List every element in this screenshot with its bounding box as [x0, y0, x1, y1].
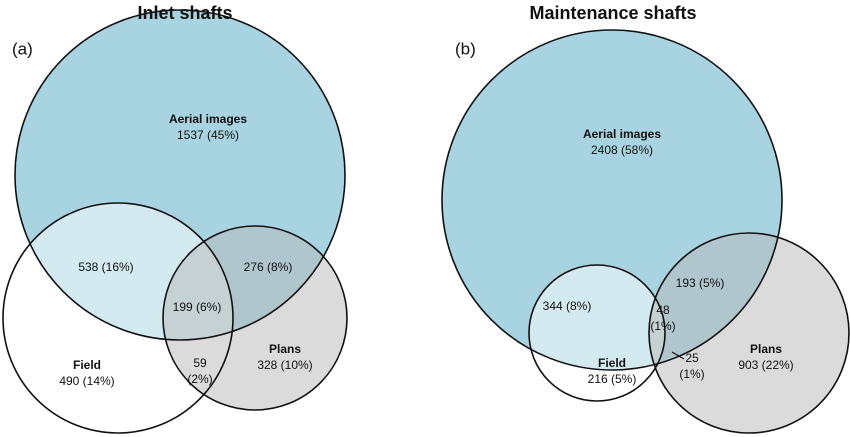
region-count: 538 (16%): [78, 260, 133, 274]
set-name: Plans: [750, 342, 782, 356]
set-name: Aerial images: [583, 127, 661, 141]
set-name: Aerial images: [169, 112, 247, 126]
region-count: 199 (6%): [173, 300, 222, 314]
panel-title: Maintenance shafts: [529, 3, 696, 23]
region-count: 193 (5%): [676, 276, 725, 290]
field-circle: [529, 265, 665, 401]
aerial-outline: [14, 9, 346, 341]
aerial-outline: [441, 29, 783, 371]
region-count: 25: [685, 351, 699, 365]
panel-title: Inlet shafts: [137, 3, 232, 23]
region-count: 328 (10%): [257, 358, 312, 372]
plans-circle: [163, 226, 347, 410]
field-outline: [528, 264, 666, 402]
panel-b-shapes: [441, 29, 850, 434]
region-count: (1%): [650, 319, 675, 333]
panel-a-shapes: [2, 9, 348, 434]
plans-outline: [648, 232, 850, 434]
region-count: 48: [656, 303, 670, 317]
set-name: Field: [73, 358, 101, 372]
panel-tag: (a): [12, 39, 33, 58]
plans-outline: [162, 225, 348, 411]
plans-circle: [649, 233, 849, 433]
field-circle: [3, 203, 233, 433]
region-count: 490 (14%): [59, 374, 114, 388]
region-count: 59: [193, 356, 207, 370]
region-count: 903 (22%): [738, 358, 793, 372]
region-count: (2%): [187, 372, 212, 386]
set-name: Field: [598, 356, 626, 370]
panel-tag: (b): [455, 39, 476, 58]
region-count: 1537 (45%): [177, 128, 239, 142]
region-count: 216 (5%): [588, 372, 637, 386]
region-count: 276 (8%): [244, 260, 293, 274]
region-count: 344 (8%): [543, 299, 592, 313]
region-count: 2408 (58%): [591, 143, 653, 157]
set-name: Plans: [269, 342, 301, 356]
region-count: (1%): [679, 367, 704, 381]
leader-line: [671, 351, 685, 360]
field-outline: [2, 202, 234, 434]
